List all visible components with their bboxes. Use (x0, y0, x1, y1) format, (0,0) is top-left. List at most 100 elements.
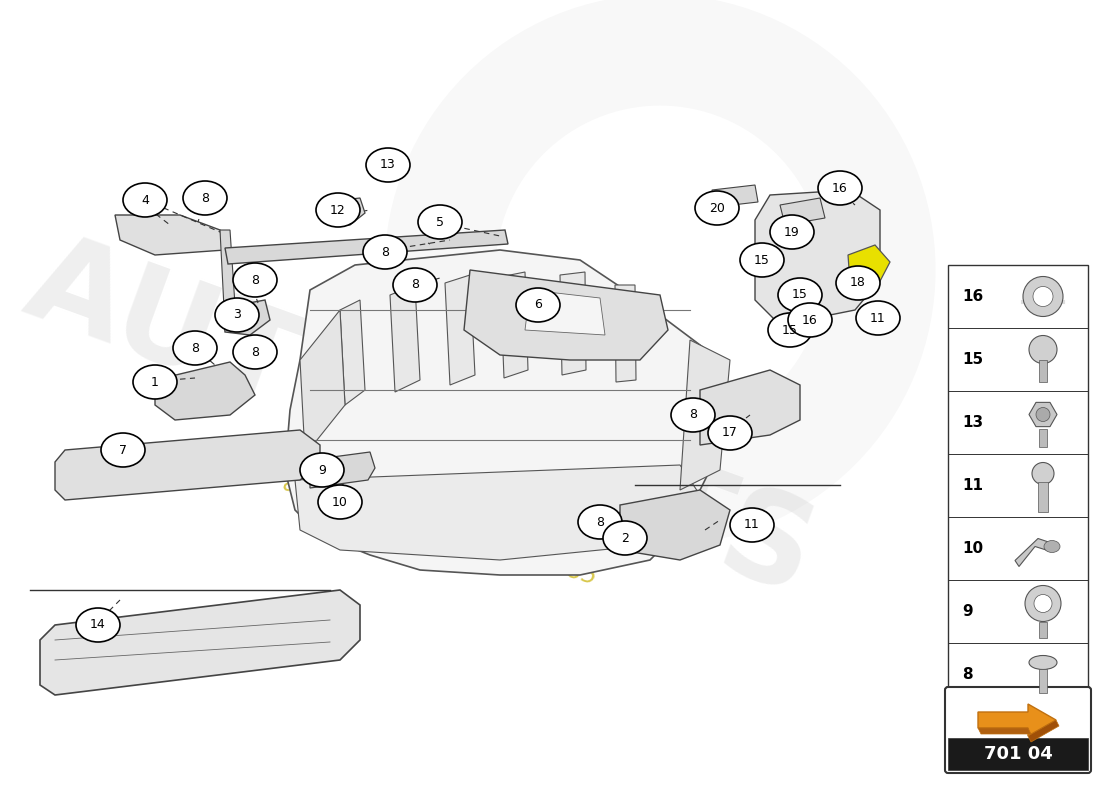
Polygon shape (155, 362, 255, 420)
Polygon shape (390, 285, 420, 392)
Ellipse shape (233, 263, 277, 297)
Text: 19: 19 (784, 226, 800, 238)
Ellipse shape (730, 508, 774, 542)
Text: 11: 11 (744, 518, 760, 531)
Ellipse shape (133, 365, 177, 399)
Polygon shape (285, 250, 730, 575)
Text: 8: 8 (596, 515, 604, 529)
Text: 8: 8 (962, 667, 972, 682)
Ellipse shape (578, 505, 621, 539)
Polygon shape (680, 340, 730, 490)
Circle shape (1025, 586, 1062, 622)
Polygon shape (500, 272, 528, 378)
Polygon shape (464, 270, 668, 360)
Text: 1: 1 (151, 375, 158, 389)
Text: 12: 12 (330, 203, 345, 217)
Polygon shape (1028, 720, 1059, 742)
Ellipse shape (363, 235, 407, 269)
Ellipse shape (770, 215, 814, 249)
Polygon shape (978, 728, 1031, 734)
Polygon shape (712, 185, 758, 207)
Polygon shape (295, 465, 700, 560)
Bar (1040, 359, 1047, 382)
Ellipse shape (76, 608, 120, 642)
Text: 11: 11 (962, 478, 983, 493)
Ellipse shape (603, 521, 647, 555)
Ellipse shape (316, 193, 360, 227)
Ellipse shape (818, 171, 862, 205)
Polygon shape (340, 300, 365, 405)
Text: 14: 14 (90, 618, 106, 631)
Ellipse shape (101, 433, 145, 467)
Text: 2: 2 (621, 531, 629, 545)
Text: 9: 9 (962, 604, 972, 619)
Polygon shape (978, 704, 1056, 736)
Text: 16: 16 (962, 289, 983, 304)
Text: 4: 4 (141, 194, 149, 206)
Ellipse shape (695, 191, 739, 225)
Text: 8: 8 (251, 274, 258, 286)
Ellipse shape (418, 205, 462, 239)
Bar (1038, 482, 1048, 511)
Text: 10: 10 (332, 495, 348, 509)
Ellipse shape (183, 181, 227, 215)
Ellipse shape (778, 278, 822, 312)
FancyBboxPatch shape (945, 687, 1091, 773)
Circle shape (1034, 594, 1052, 613)
Text: 11: 11 (870, 311, 886, 325)
Text: 15: 15 (782, 323, 797, 337)
Bar (948, 738, 1088, 770)
Circle shape (1033, 286, 1053, 306)
Ellipse shape (788, 303, 832, 337)
Ellipse shape (516, 288, 560, 322)
Text: 17: 17 (722, 426, 738, 439)
Text: 13: 13 (962, 415, 983, 430)
Polygon shape (40, 590, 360, 695)
Circle shape (1028, 335, 1057, 363)
Text: 8: 8 (411, 278, 419, 291)
Polygon shape (560, 272, 586, 375)
Text: 15: 15 (792, 289, 807, 302)
Polygon shape (1015, 538, 1053, 566)
Ellipse shape (300, 453, 344, 487)
Text: 9: 9 (318, 463, 326, 477)
Text: 5: 5 (436, 215, 444, 229)
Polygon shape (116, 215, 226, 255)
Polygon shape (310, 452, 375, 488)
Text: 20: 20 (710, 202, 725, 214)
Polygon shape (755, 190, 880, 325)
Text: 10: 10 (962, 541, 983, 556)
Polygon shape (220, 230, 235, 308)
Ellipse shape (740, 243, 784, 277)
Polygon shape (1028, 402, 1057, 426)
Text: 16: 16 (802, 314, 818, 326)
Polygon shape (620, 490, 730, 560)
Text: 16: 16 (832, 182, 848, 194)
Polygon shape (300, 310, 345, 455)
Text: 8: 8 (381, 246, 389, 258)
Text: 13: 13 (381, 158, 396, 171)
Text: 8: 8 (689, 409, 697, 422)
Ellipse shape (768, 313, 812, 347)
Text: AUTOPARTS: AUTOPARTS (10, 222, 830, 618)
Bar (1040, 669, 1047, 693)
Ellipse shape (671, 398, 715, 432)
Text: 701 04: 701 04 (983, 745, 1053, 763)
Ellipse shape (1028, 655, 1057, 670)
Text: 8: 8 (251, 346, 258, 358)
Bar (948, 265, 1088, 706)
Circle shape (1036, 407, 1050, 422)
Polygon shape (615, 285, 636, 382)
Polygon shape (55, 430, 320, 500)
Polygon shape (700, 370, 800, 445)
Bar (1040, 429, 1047, 446)
Text: a passion for parts since 85: a passion for parts since 85 (280, 470, 600, 590)
Ellipse shape (233, 335, 277, 369)
Ellipse shape (856, 301, 900, 335)
Ellipse shape (173, 331, 217, 365)
Ellipse shape (1044, 541, 1060, 553)
Ellipse shape (318, 485, 362, 519)
Polygon shape (222, 300, 270, 335)
Text: 15: 15 (755, 254, 770, 266)
Polygon shape (324, 198, 365, 225)
